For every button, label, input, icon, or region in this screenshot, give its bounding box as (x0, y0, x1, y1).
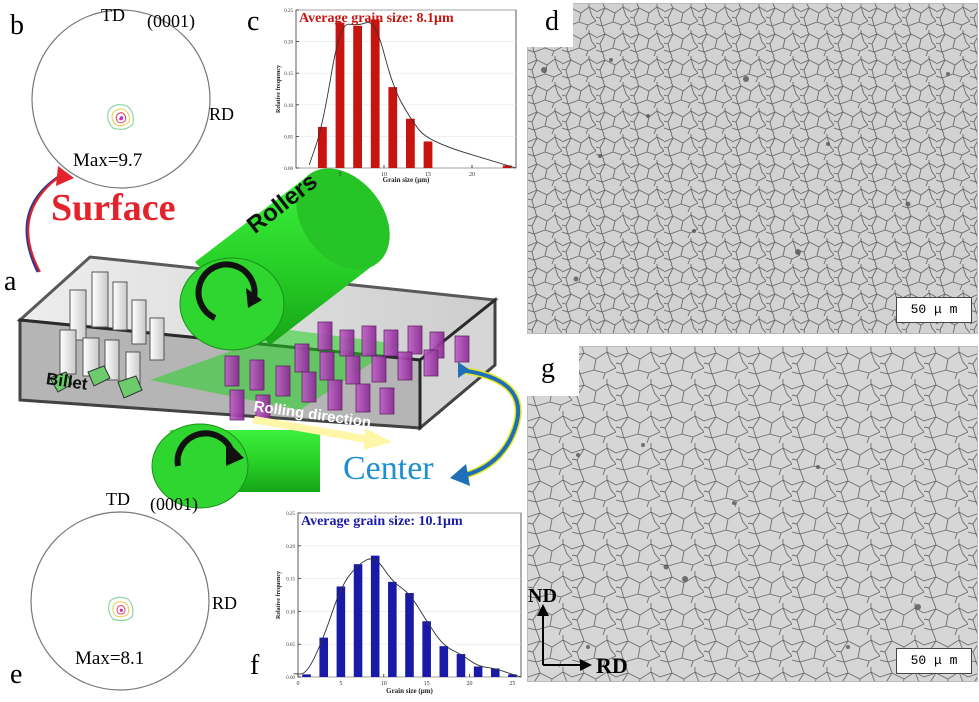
lower-roller-arrow (174, 430, 235, 467)
panel-label-g-bg (527, 346, 579, 396)
micrograph-d-texture (528, 4, 977, 333)
bar (502, 165, 512, 168)
x-tick-label: 20 (467, 681, 473, 687)
bar (456, 654, 466, 677)
y-tick-label: 0.10 (284, 104, 293, 109)
chart-title: Average grain size: 8.1μm (299, 11, 454, 26)
y-tick-label: 0.25 (286, 512, 295, 517)
y-tick-label: 0.15 (286, 578, 295, 583)
fit-curve (308, 21, 517, 169)
scale-bar-d-label: 50 μ m (910, 302, 958, 317)
x-axis-label: Grain size (μm) (386, 687, 433, 695)
x-tick-label: 15 (424, 681, 430, 687)
bar (318, 126, 327, 168)
pole-b-rd-label: RD (209, 104, 235, 124)
y-tick-label: 0.00 (284, 167, 293, 172)
surface-label: Surface (51, 187, 176, 229)
y-tick-label: 0.00 (286, 676, 295, 681)
panel-label-d-bg (527, 3, 573, 47)
y-tick-label: 0.05 (284, 135, 293, 140)
x-tick-label: 20 (469, 172, 475, 178)
pole-b-plane-label: (0001) (147, 11, 195, 31)
center-arrow (450, 362, 522, 486)
chart-title: Average grain size: 10.1μm (301, 514, 463, 529)
bar (473, 666, 483, 677)
micrograph-g (527, 346, 978, 682)
bar (388, 87, 398, 168)
panel-label-b: b (10, 10, 24, 41)
bar (406, 118, 415, 168)
bar (302, 674, 311, 677)
bar (405, 593, 414, 677)
panel-label-c: c (247, 6, 260, 37)
bar (353, 564, 363, 677)
pole-e-rd-label: RD (212, 593, 238, 613)
y-tick-label: 0.10 (286, 610, 295, 615)
panel-label-d: d (545, 6, 559, 37)
y-tick-label: 0.20 (286, 545, 295, 550)
y-tick-label: 0.25 (284, 9, 293, 14)
x-axis-label: Grain size (μm) (383, 176, 430, 184)
x-tick-label: 5 (339, 681, 342, 687)
scale-bar-g-label: 50 μ m (910, 653, 958, 668)
x-tick-label: 5 (339, 172, 342, 178)
panel-label-e: e (10, 659, 23, 690)
y-axis-label: Relative frequency (276, 65, 282, 113)
bar (353, 25, 362, 168)
scale-bar-g: 50 μ m (896, 648, 972, 674)
bar (370, 555, 380, 677)
bar (508, 674, 517, 677)
panel-label-g: g (541, 353, 555, 384)
bar (370, 19, 380, 169)
nd-axis-label: ND (528, 585, 557, 607)
micrograph-d (527, 3, 978, 334)
billet-label: Billet (44, 369, 89, 394)
micrograph-g-texture (528, 347, 977, 681)
bar (336, 586, 346, 677)
bar (423, 141, 433, 168)
bar (439, 646, 449, 677)
rd-axis-label: RD (596, 653, 628, 678)
bar (388, 581, 397, 677)
panel-label-f: f (250, 650, 260, 681)
panel-label-a: a (4, 266, 17, 297)
fit-curve (293, 558, 522, 678)
x-tick-label: 10 (381, 681, 387, 687)
bar (335, 22, 345, 168)
bar (319, 637, 329, 677)
y-tick-label: 0.15 (284, 72, 293, 77)
rolling-direction-label: Rolling direction (252, 398, 373, 432)
histogram-c: 0.00 0.05 0.10 0.15 0.20 0.25 5 10 15 20 Average g… (276, 9, 517, 184)
center-label: Center (343, 450, 434, 487)
pole-e-td-label: TD (106, 489, 130, 509)
x-tick-label: 25 (509, 681, 515, 687)
pole-b-max-label: Max=9.7 (73, 150, 143, 171)
pole-e-plane-label: (0001) (150, 494, 198, 514)
pole-figure-b-contours (107, 104, 134, 130)
bar (422, 621, 431, 677)
bar (490, 668, 500, 677)
scale-bar-d: 50 μ m (896, 297, 972, 323)
y-tick-label: 0.20 (284, 41, 293, 46)
x-tick-label: 0 (297, 681, 300, 687)
x-tick-label: 10 (381, 172, 387, 178)
x-tick-label: 15 (425, 172, 431, 178)
pole-b-td-label: TD (101, 5, 125, 25)
y-tick-label: 0.05 (286, 643, 295, 648)
y-axis-label: Relative frequency (276, 571, 282, 619)
pole-e-max-label: Max=8.1 (75, 648, 145, 669)
histogram-f: 0.00 0.05 0.10 0.15 0.20 0.25 0 5 10 15 20 25 Averag… (276, 512, 522, 695)
pole-figure-e-contours (107, 596, 134, 622)
